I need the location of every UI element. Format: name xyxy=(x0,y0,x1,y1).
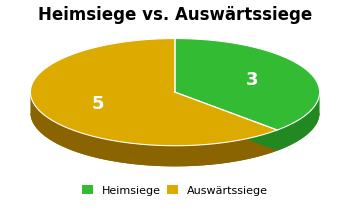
Text: 3: 3 xyxy=(246,71,259,89)
Legend: Heimsiege, Auswärtssiege: Heimsiege, Auswärtssiege xyxy=(78,181,272,200)
Text: Heimsiege vs. Auswärtssiege: Heimsiege vs. Auswärtssiege xyxy=(38,5,312,24)
Polygon shape xyxy=(30,113,277,166)
Polygon shape xyxy=(30,93,277,166)
Polygon shape xyxy=(175,92,277,151)
Polygon shape xyxy=(277,92,320,151)
Text: 5: 5 xyxy=(91,95,104,113)
Polygon shape xyxy=(175,38,320,130)
Polygon shape xyxy=(175,113,320,151)
Polygon shape xyxy=(175,92,277,151)
Polygon shape xyxy=(30,38,277,146)
